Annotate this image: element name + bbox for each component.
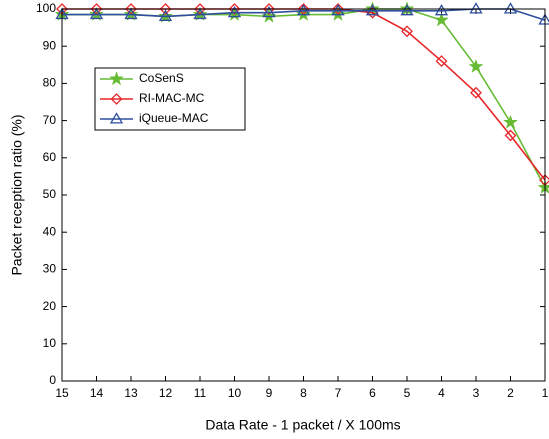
x-tick-label: 13 bbox=[124, 386, 138, 400]
marker bbox=[332, 3, 344, 15]
marker bbox=[503, 2, 518, 14]
marker bbox=[399, 1, 415, 16]
marker bbox=[297, 3, 310, 15]
marker bbox=[296, 4, 311, 16]
marker bbox=[504, 129, 517, 142]
x-axis-title: Data Rate - 1 packet / X 100ms bbox=[205, 417, 400, 433]
marker bbox=[262, 5, 276, 18]
x-tick-label: 10 bbox=[228, 386, 242, 400]
marker bbox=[401, 25, 413, 38]
y-tick-label: 40 bbox=[43, 224, 57, 238]
series-line bbox=[62, 8, 546, 21]
x-tick-label: 12 bbox=[159, 386, 173, 400]
marker bbox=[503, 114, 518, 129]
y-axis-title: Packet reception ratio (%) bbox=[9, 114, 25, 275]
x-tick-label: 11 bbox=[194, 386, 207, 400]
marker bbox=[158, 9, 173, 21]
marker bbox=[109, 71, 124, 86]
marker bbox=[434, 12, 449, 27]
marker bbox=[193, 7, 207, 20]
legend-label: iQueue-MAC bbox=[139, 111, 209, 125]
marker bbox=[331, 4, 345, 16]
marker bbox=[434, 4, 449, 16]
marker bbox=[261, 8, 277, 23]
x-tick-label: 9 bbox=[266, 386, 273, 400]
y-tick-label: 0 bbox=[49, 373, 56, 387]
x-tick-label: 5 bbox=[404, 386, 411, 400]
marker bbox=[468, 58, 484, 73]
y-tick-label: 20 bbox=[43, 299, 57, 313]
y-tick-label: 90 bbox=[43, 38, 57, 52]
x-tick-label: 1 bbox=[542, 386, 549, 400]
marker bbox=[400, 4, 414, 16]
marker bbox=[435, 55, 448, 67]
y-tick-label: 100 bbox=[36, 1, 56, 15]
marker bbox=[124, 7, 138, 20]
x-tick-label: 15 bbox=[55, 386, 69, 400]
marker bbox=[109, 112, 124, 124]
y-tick-label: 10 bbox=[43, 336, 57, 350]
y-tick-label: 60 bbox=[43, 150, 57, 164]
marker bbox=[469, 2, 483, 14]
x-tick-label: 8 bbox=[300, 386, 307, 400]
x-tick-label: 6 bbox=[369, 386, 376, 400]
x-tick-label: 14 bbox=[90, 386, 104, 400]
marker bbox=[470, 86, 482, 99]
marker bbox=[365, 4, 380, 16]
marker bbox=[89, 7, 104, 20]
marker bbox=[228, 3, 241, 15]
y-tick-label: 30 bbox=[43, 262, 57, 276]
x-tick-label: 3 bbox=[473, 386, 480, 400]
x-tick-label: 2 bbox=[507, 386, 514, 400]
plot-frame bbox=[61, 8, 546, 382]
x-tick-label: 4 bbox=[438, 386, 445, 400]
marker bbox=[263, 3, 275, 15]
y-tick-label: 70 bbox=[43, 113, 57, 127]
marker bbox=[159, 3, 172, 15]
y-tick-label: 80 bbox=[43, 76, 57, 90]
x-tick-label: 7 bbox=[335, 386, 342, 400]
legend-label: RI-MAC-MC bbox=[139, 91, 205, 105]
legend-label: CoSenS bbox=[139, 71, 184, 85]
y-tick-label: 50 bbox=[43, 187, 57, 201]
marker bbox=[227, 5, 242, 18]
marker bbox=[110, 93, 123, 105]
